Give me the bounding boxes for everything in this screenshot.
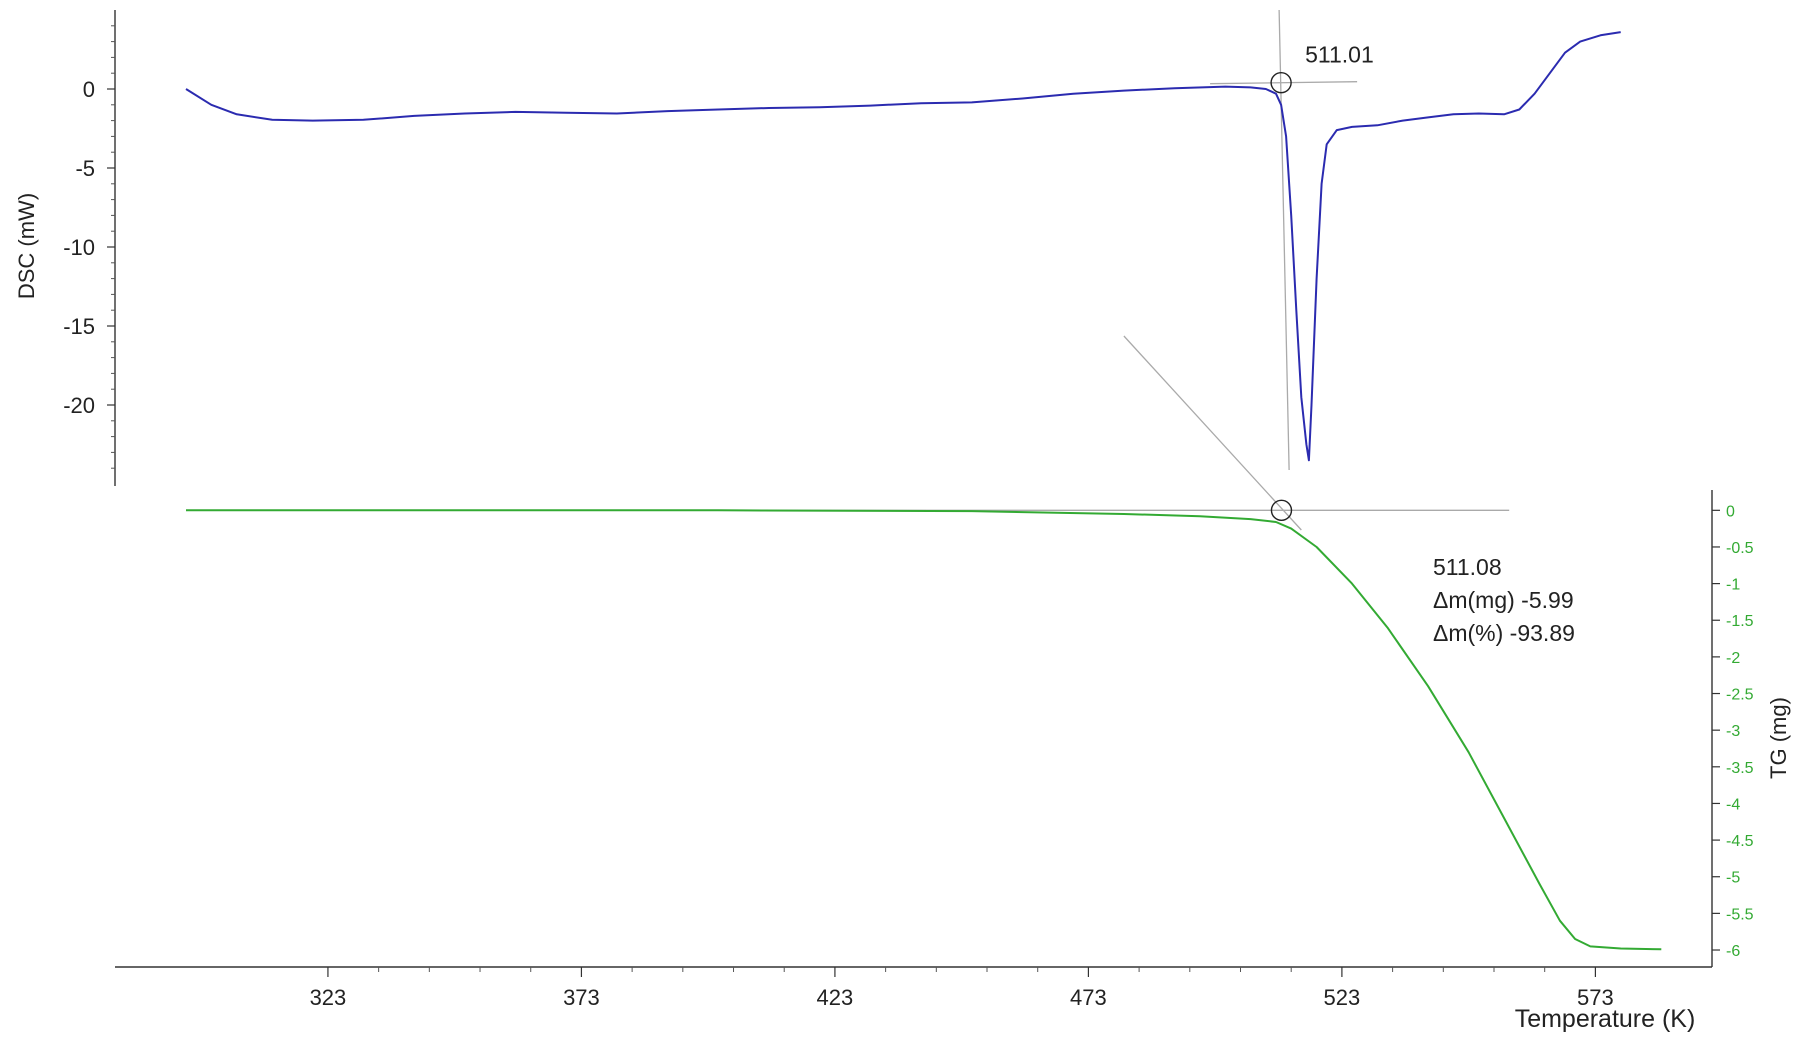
dsc-y-tick-label: -15 [63, 314, 95, 339]
dsc-axis-label: DSC (mW) [14, 193, 39, 299]
dsc-onset-marker [1270, 71, 1292, 94]
tg-series-line [186, 509, 1662, 951]
tg-onset-label-line: Δm(%) -93.89 [1433, 620, 1575, 646]
dsc-y-tick-label: -10 [63, 235, 95, 260]
tg-onset-label-line: Δm(mg) -5.99 [1433, 587, 1574, 613]
dsc-tangent-vertical [1278, 9, 1290, 471]
x-tick-label: 473 [1070, 985, 1107, 1010]
tg-onset-label-line: 511.08 [1433, 554, 1502, 580]
tg-y-tick-label: -1.5 [1726, 613, 1754, 630]
tg-y-tick-label: -5 [1726, 870, 1740, 887]
x-tick-label: 373 [563, 985, 600, 1010]
tg-y-tick-label: -2.5 [1726, 687, 1754, 704]
dsc-y-tick-label: -20 [63, 393, 95, 418]
dsc-onset-label: 511.01 [1305, 42, 1374, 68]
tg-axis-label: TG (mg) [1766, 697, 1791, 779]
tg-y-tick-label: -2 [1726, 650, 1740, 667]
tg-y-tick-label: -4 [1726, 796, 1740, 813]
dsc-tangent-baseline [1210, 81, 1358, 85]
tg-y-tick-label: -3.5 [1726, 760, 1754, 777]
tg-y-tick-label: -0.5 [1726, 540, 1754, 557]
tg-tangent-slope [1123, 335, 1302, 531]
tg-y-tick-label: -4.5 [1726, 833, 1754, 850]
dsc-y-tick-label: -5 [75, 156, 95, 181]
x-tick-label: 323 [310, 985, 347, 1010]
tg-y-tick-label: -6 [1726, 943, 1740, 960]
dsc-y-tick-label: 0 [83, 77, 95, 102]
x-tick-label: 423 [817, 985, 854, 1010]
x-axis-label: Temperature (K) [1515, 1005, 1696, 1033]
tg-y-tick-label: -5.5 [1726, 906, 1754, 923]
dsc-series-line [185, 31, 1621, 462]
x-tick-label: 573 [1577, 985, 1614, 1010]
tg-y-tick-label: -3 [1726, 723, 1740, 740]
x-tick-label: 523 [1324, 985, 1361, 1010]
tg-y-tick-label: -1 [1726, 577, 1740, 594]
tg-onset-marker [1270, 499, 1293, 522]
tg-y-tick-label: 0 [1726, 503, 1735, 520]
